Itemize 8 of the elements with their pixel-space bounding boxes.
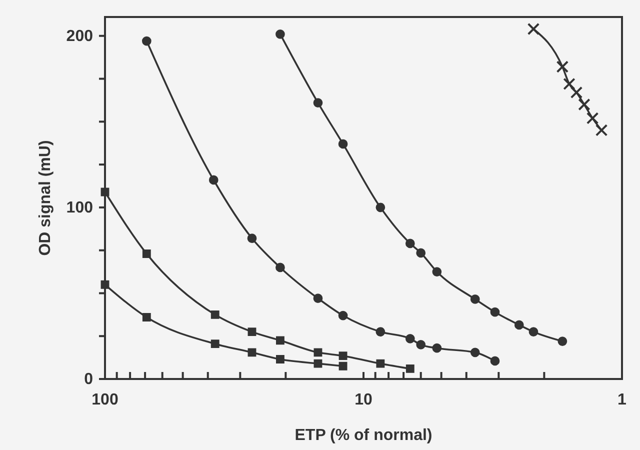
- x-tick-label: 1: [618, 391, 627, 408]
- x-tick-label: 100: [92, 391, 118, 408]
- x-axis-title: ETP (% of normal): [294, 427, 432, 444]
- x-tick-label: 10: [354, 391, 372, 408]
- y-tick-label: 0: [84, 371, 94, 388]
- y-axis-title: OD signal (mU): [37, 140, 54, 256]
- y-tick-label: 100: [66, 200, 94, 217]
- y-tick-label: 200: [66, 28, 94, 45]
